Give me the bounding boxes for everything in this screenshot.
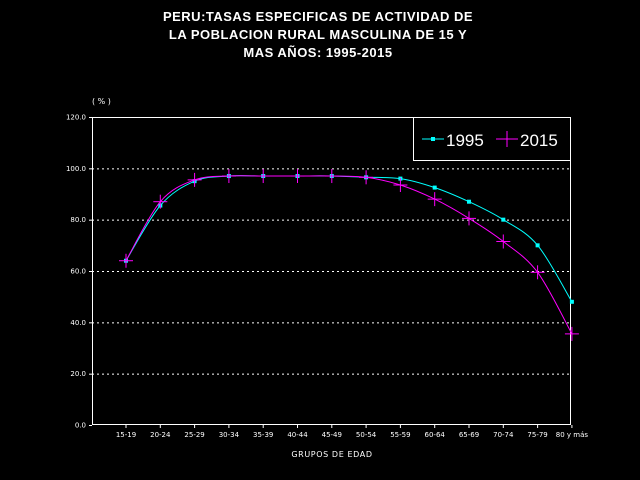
x-tick-label: 75-79 bbox=[527, 431, 547, 439]
x-tick-label: 55-59 bbox=[390, 431, 410, 439]
x-tick-label: 25-29 bbox=[184, 431, 204, 439]
y-tick-label: 120.0 bbox=[66, 114, 86, 122]
x-tick-label: 20-24 bbox=[150, 431, 171, 439]
x-axis: 15-19 20-24 25-29 30-34 35-39 40-44 45-49 50-54… bbox=[116, 425, 589, 439]
x-tick-label: 30-34 bbox=[219, 431, 240, 439]
series-line-2015 bbox=[125, 175, 573, 335]
y-tick-label: 40.0 bbox=[70, 319, 86, 327]
chart-title-line-2: LA POBLACION RURAL MASCULINA DE 15 Y bbox=[169, 27, 467, 42]
y-tick-label: 20.0 bbox=[70, 370, 86, 378]
chart-title-line-1: PERU:TASAS ESPECIFICAS DE ACTIVIDAD DE bbox=[163, 9, 473, 24]
x-tick-label: 70-74 bbox=[493, 431, 514, 439]
data-point-1995 bbox=[535, 243, 540, 248]
legend: 1995 2015 bbox=[413, 117, 571, 161]
y-tick-label: 100.0 bbox=[66, 165, 86, 173]
legend-label-1995: 1995 bbox=[446, 131, 484, 150]
data-point-2015 bbox=[496, 234, 511, 249]
x-tick-label: 15-19 bbox=[116, 431, 136, 439]
y-axis: 0.0 20.0 40.0 60.0 80.0 100.0 120.0 bbox=[66, 114, 92, 430]
data-point-2015 bbox=[221, 169, 236, 184]
data-point-2015 bbox=[564, 326, 579, 341]
data-point-2015 bbox=[153, 194, 168, 209]
data-point-2015 bbox=[119, 253, 133, 268]
x-tick-label: 65-69 bbox=[459, 431, 479, 439]
data-point-2015 bbox=[324, 169, 339, 184]
x-tick-label: 45-49 bbox=[322, 431, 342, 439]
series-line-1995 bbox=[125, 175, 573, 303]
data-point-2015 bbox=[187, 172, 202, 187]
chart-title-line-3: MAS AÑOS: 1995-2015 bbox=[243, 45, 392, 60]
x-tick-label: 40-44 bbox=[287, 431, 308, 439]
x-tick-label: 35-39 bbox=[253, 431, 273, 439]
y-tick-label: 60.0 bbox=[70, 268, 86, 276]
data-point-2015 bbox=[256, 169, 271, 184]
grid bbox=[92, 168, 571, 375]
y-unit-label: ( % ) bbox=[92, 97, 111, 106]
legend-marker-2015 bbox=[499, 131, 515, 147]
x-tick-label: 80 y más bbox=[556, 431, 589, 439]
data-point-2015 bbox=[427, 192, 442, 207]
data-point-2015 bbox=[530, 265, 545, 280]
legend-marker-1995 bbox=[431, 137, 435, 141]
data-point-2015 bbox=[290, 169, 305, 184]
x-tick-label: 50-54 bbox=[356, 431, 377, 439]
x-axis-label: GRUPOS DE EDAD bbox=[291, 450, 372, 459]
data-point-2015 bbox=[359, 170, 374, 185]
data-point-1995 bbox=[569, 299, 574, 304]
series-group bbox=[119, 169, 579, 341]
legend-label-2015: 2015 bbox=[520, 131, 558, 150]
y-tick-label: 80.0 bbox=[70, 216, 86, 224]
data-point-1995 bbox=[501, 217, 506, 222]
chart-title: PERU:TASAS ESPECIFICAS DE ACTIVIDAD DE L… bbox=[163, 9, 473, 60]
x-tick-label: 60-64 bbox=[425, 431, 446, 439]
data-point-1995 bbox=[467, 199, 471, 204]
y-tick-label: 0.0 bbox=[75, 422, 86, 430]
data-point-1995 bbox=[432, 185, 437, 190]
data-point-2015 bbox=[462, 211, 476, 226]
data-point-2015 bbox=[393, 178, 408, 193]
